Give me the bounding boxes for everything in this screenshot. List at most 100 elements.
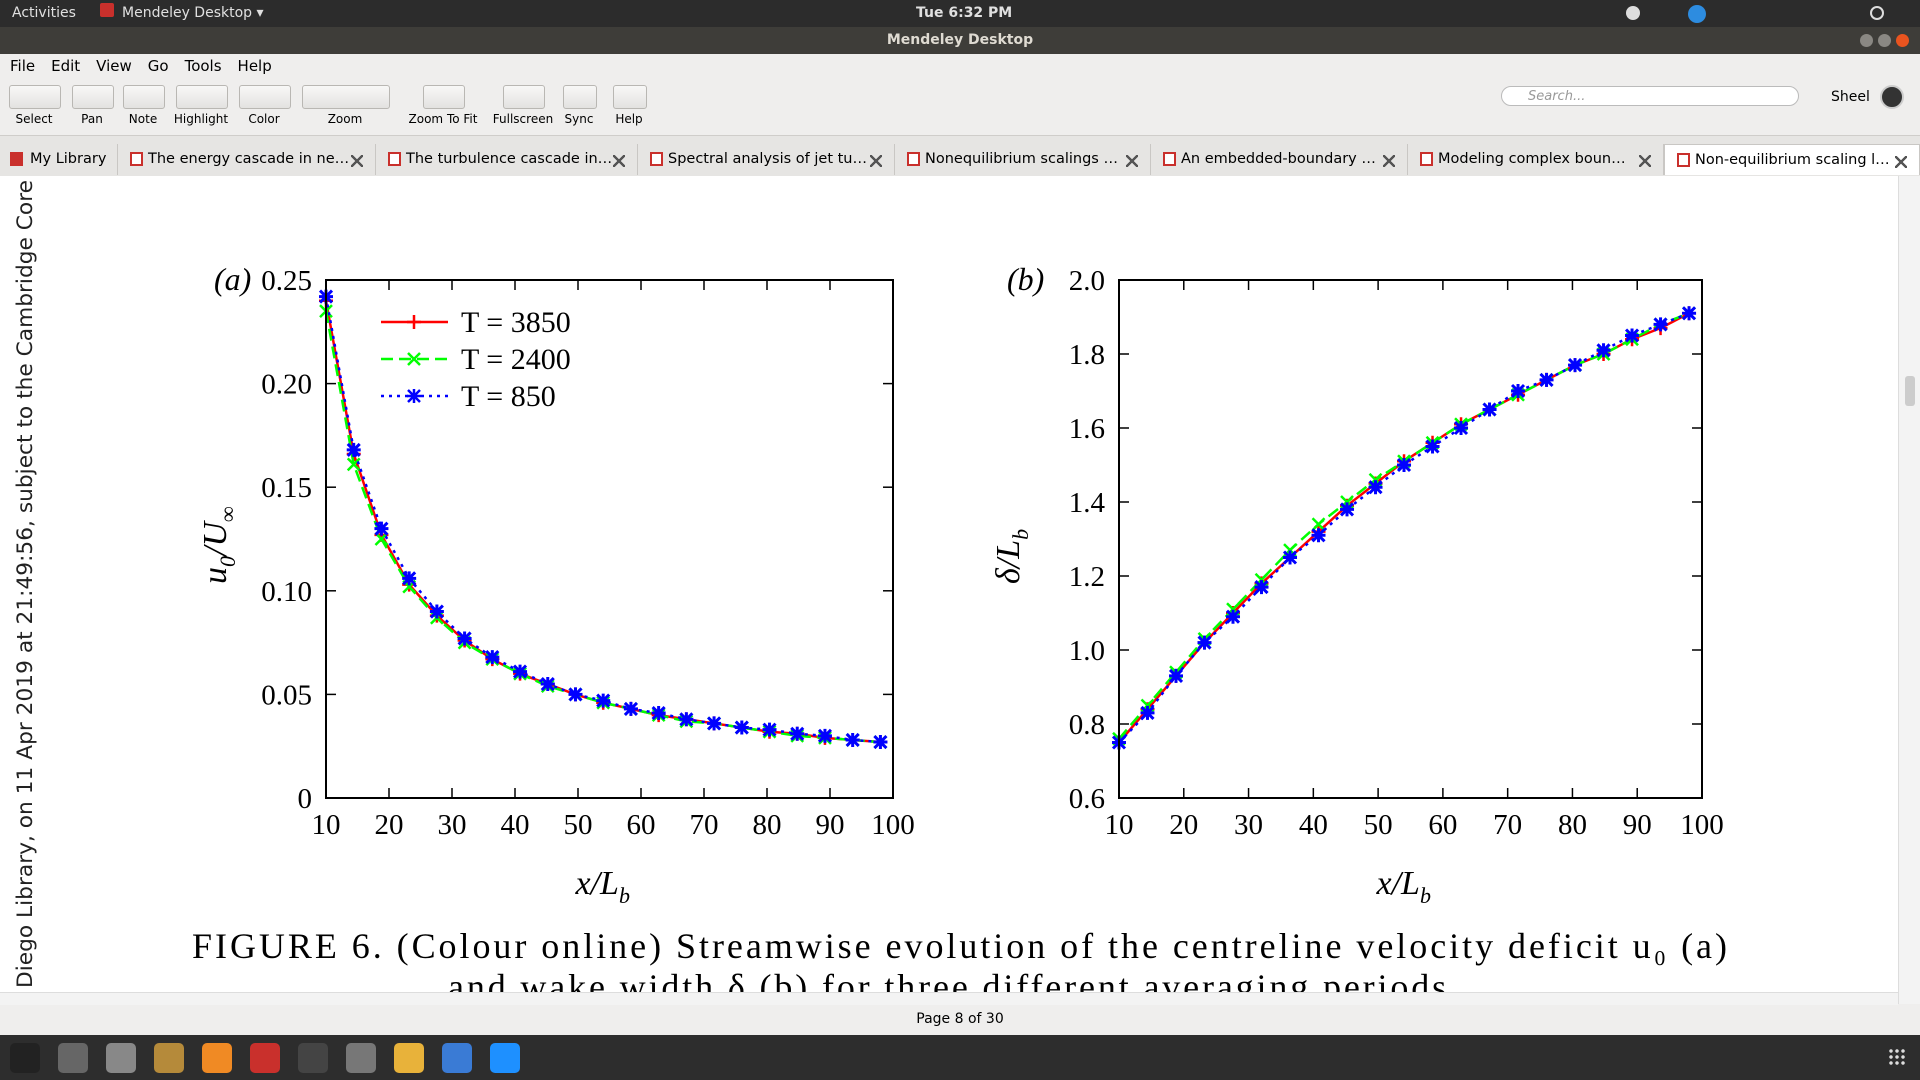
- tab[interactable]: Nonequilibrium scalings …: [895, 144, 1151, 175]
- top-bar: Activities Mendeley Desktop ▾ Tue 6:32 P…: [0, 0, 1920, 27]
- launcher-icon[interactable]: [250, 1043, 280, 1073]
- clock[interactable]: Tue 6:32 PM: [916, 5, 1013, 21]
- data-marker: [596, 693, 611, 708]
- label-part: x/L: [575, 865, 619, 902]
- data-marker: [1596, 343, 1611, 358]
- data-marker: [374, 532, 389, 546]
- launcher-icon[interactable]: [442, 1043, 472, 1073]
- tab-icon: [907, 152, 920, 166]
- tab[interactable]: Modeling complex boun…: [1408, 144, 1664, 175]
- tool-button[interactable]: [423, 85, 465, 109]
- app-grid[interactable]: [1888, 1048, 1906, 1066]
- avatar[interactable]: [1880, 85, 1904, 109]
- tray-icon[interactable]: [1688, 5, 1706, 23]
- tool-button[interactable]: [176, 85, 228, 109]
- tab-title: Modeling complex boun…: [1438, 151, 1626, 167]
- legend-label: T = 850: [461, 380, 556, 413]
- menu-item[interactable]: Go: [147, 57, 169, 75]
- launcher-icon[interactable]: [58, 1043, 88, 1073]
- data-marker: [1624, 328, 1640, 343]
- window-title: Mendeley Desktop: [886, 32, 1034, 48]
- tab-close[interactable]: [613, 155, 625, 167]
- tab-close[interactable]: [1383, 155, 1395, 167]
- menu-item[interactable]: Help: [237, 57, 272, 75]
- data-marker: [762, 722, 777, 737]
- tab-close[interactable]: [1895, 156, 1907, 168]
- vertical-scrollbar[interactable]: [1898, 176, 1920, 1004]
- x-tick-label: 60: [1428, 809, 1457, 841]
- launcher-icon[interactable]: [154, 1043, 184, 1073]
- side-note: Diego Library, on 11 Apr 2019 at 21:49:5…: [13, 180, 37, 988]
- activities[interactable]: Activities: [12, 5, 76, 21]
- menu-item[interactable]: Tools: [184, 57, 222, 75]
- data-marker: [873, 734, 888, 750]
- launcher-icon[interactable]: [298, 1043, 328, 1073]
- tool-button[interactable]: [239, 85, 291, 109]
- tool-button[interactable]: [9, 85, 61, 109]
- launcher-icon[interactable]: [394, 1043, 424, 1073]
- x-tick-label: 80: [753, 809, 782, 841]
- tool-button[interactable]: [563, 85, 597, 109]
- y-tick-label: 1.4: [1069, 487, 1106, 519]
- tab[interactable]: My Library: [0, 144, 118, 175]
- close-button[interactable]: [1896, 34, 1909, 47]
- data-marker: [1282, 550, 1298, 565]
- menu-item[interactable]: File: [10, 57, 36, 75]
- tab-close[interactable]: [1126, 155, 1138, 167]
- x-tick-label: 40: [501, 809, 530, 841]
- scroll-thumb[interactable]: [1905, 376, 1915, 406]
- data-marker: [1425, 439, 1440, 454]
- data-marker: [817, 728, 833, 743]
- tool-label: Pan: [81, 112, 103, 126]
- search-box[interactable]: Search...: [1501, 86, 1799, 106]
- tab[interactable]: Non-equilibrium scaling l…: [1664, 144, 1920, 175]
- x-tick-label: 90: [1623, 809, 1652, 841]
- tab-icon: [130, 152, 143, 166]
- launcher-icon[interactable]: [106, 1043, 136, 1073]
- tool-label: Help: [615, 112, 643, 126]
- tab-close[interactable]: [870, 155, 882, 167]
- tray-icon[interactable]: [1626, 6, 1640, 20]
- x-tick-label: 10: [312, 809, 341, 841]
- tool-button[interactable]: [613, 85, 647, 109]
- menu-item[interactable]: Edit: [51, 57, 81, 75]
- label-part: /U: [197, 520, 234, 558]
- tab[interactable]: An embedded-boundary …: [1151, 144, 1408, 175]
- power-icon[interactable]: [1870, 6, 1884, 20]
- launcher-icon[interactable]: [490, 1043, 520, 1073]
- plot-series: [1111, 306, 1697, 750]
- app-menu[interactable]: Mendeley Desktop ▾: [122, 5, 264, 21]
- menu-item[interactable]: View: [96, 57, 132, 75]
- x-tick-label: 40: [1299, 809, 1328, 841]
- tab[interactable]: Spectral analysis of jet tu…: [638, 144, 895, 175]
- user-name[interactable]: Sheel: [1831, 89, 1870, 105]
- tool-label: Zoom: [327, 112, 363, 126]
- series-line: [1118, 312, 1690, 744]
- x-tick-label: 90: [816, 809, 845, 841]
- tool-button[interactable]: [123, 85, 165, 109]
- horizontal-scrollbar[interactable]: [0, 992, 1898, 1005]
- tab-close[interactable]: [1639, 155, 1651, 167]
- minimize-button[interactable]: [1860, 34, 1873, 47]
- data-marker: [1311, 517, 1326, 532]
- launcher-icon[interactable]: [202, 1043, 232, 1073]
- launcher-icon[interactable]: [10, 1043, 40, 1073]
- label-part: ∞: [215, 506, 240, 522]
- tab[interactable]: The turbulence cascade in…: [376, 144, 638, 175]
- tab[interactable]: The energy cascade in ne…: [118, 144, 376, 175]
- axis-label: x/Lb: [575, 865, 630, 908]
- tool-label: Sync: [564, 112, 594, 126]
- maximize-button[interactable]: [1878, 34, 1891, 47]
- tab-close[interactable]: [351, 155, 363, 167]
- tab-icon: [1163, 152, 1176, 166]
- launcher-icon[interactable]: [346, 1043, 376, 1073]
- data-marker: [1453, 420, 1469, 436]
- tool-button[interactable]: [302, 85, 390, 109]
- data-marker: [1396, 457, 1412, 473]
- y-tick-label: 0.20: [261, 369, 312, 401]
- tool-button[interactable]: [72, 85, 114, 109]
- legend-label: T = 3850: [461, 306, 571, 339]
- tool-label: Fullscreen: [492, 112, 554, 126]
- x-tick-label: 70: [1493, 809, 1522, 841]
- tool-button[interactable]: [503, 85, 545, 109]
